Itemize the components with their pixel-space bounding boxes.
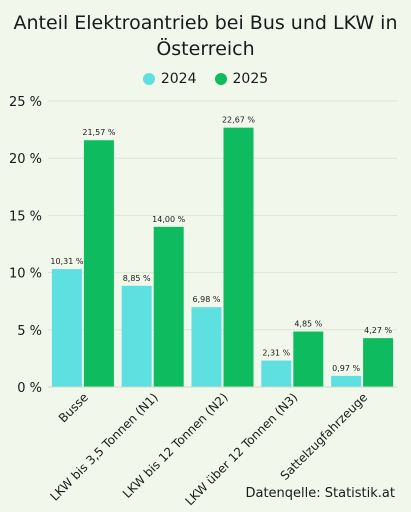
legend-label-2024: 2024 [160,71,197,87]
bar [363,338,394,387]
data-source: Datenqelle: Statistik.at [245,486,395,501]
chart-title: Anteil Elektroantrieb bei Bus und LKW in… [13,12,398,60]
y-tick-label: 25 % [9,95,42,110]
legend-swatch-2024 [142,73,155,85]
y-tick-label: 0 % [17,381,42,396]
data-label: 6,98 % [193,295,221,304]
data-label: 0,97 % [332,364,360,373]
legend-item-2025: 2025 [214,71,269,87]
data-label: 22,67 % [222,116,255,125]
chart-legend: 2024 2025 [0,71,411,87]
bar [293,331,324,387]
legend-item-2024: 2024 [142,71,197,87]
bar [223,127,254,387]
data-label: 10,31 % [50,257,83,266]
data-label: 21,57 % [82,128,115,137]
y-tick-label: 15 % [9,209,42,224]
legend-swatch-2025 [214,73,227,85]
x-tick-label: Busse [56,390,91,425]
data-label: 4,85 % [294,320,322,329]
data-label: 4,27 % [364,326,392,335]
bar [191,307,222,387]
y-tick-label: 5 % [17,324,42,339]
bar [331,375,362,387]
bar [51,269,82,387]
data-label: 14,00 % [152,215,185,224]
y-tick-label: 10 % [9,267,42,282]
legend-label-2025: 2025 [232,71,269,87]
bar [83,140,114,387]
bar [261,360,292,387]
data-label: 8,85 % [123,274,151,283]
bar [153,226,184,387]
y-tick-label: 20 % [9,152,42,167]
bar [121,285,152,387]
data-label: 2,31 % [262,349,290,358]
